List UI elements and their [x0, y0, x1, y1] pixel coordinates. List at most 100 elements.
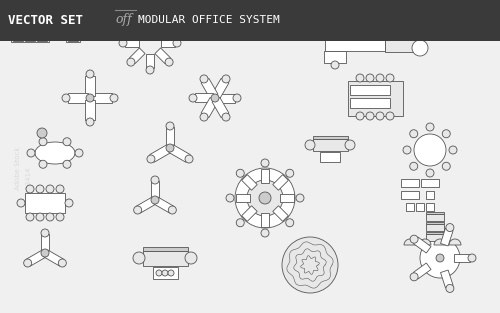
Circle shape: [371, 31, 379, 39]
Bar: [236, 194, 250, 202]
Bar: [44, 250, 64, 266]
Circle shape: [366, 112, 374, 120]
Bar: [66, 28, 80, 42]
Circle shape: [75, 149, 83, 157]
Circle shape: [403, 146, 411, 154]
Bar: [66, 28, 80, 30]
Bar: [325, 39, 385, 51]
Circle shape: [151, 196, 159, 204]
Circle shape: [386, 74, 394, 82]
Bar: [312, 136, 348, 138]
Bar: [11, 28, 49, 42]
Circle shape: [24, 259, 32, 267]
Circle shape: [233, 94, 241, 102]
Circle shape: [134, 206, 141, 214]
Bar: [154, 197, 174, 213]
Circle shape: [151, 176, 159, 184]
Bar: [26, 250, 46, 266]
Circle shape: [282, 237, 338, 293]
Circle shape: [39, 160, 47, 168]
Bar: [212, 97, 229, 118]
Bar: [261, 169, 269, 183]
Circle shape: [414, 134, 446, 166]
Bar: [426, 233, 444, 240]
Circle shape: [442, 130, 450, 138]
Bar: [312, 139, 348, 151]
Bar: [152, 267, 178, 279]
Circle shape: [345, 140, 355, 150]
Circle shape: [26, 185, 34, 193]
Circle shape: [446, 223, 454, 232]
Circle shape: [56, 213, 64, 221]
Circle shape: [442, 162, 450, 170]
Bar: [426, 232, 444, 234]
Circle shape: [286, 219, 294, 227]
Bar: [212, 79, 229, 99]
Bar: [273, 206, 288, 221]
Circle shape: [426, 169, 434, 177]
Circle shape: [296, 194, 304, 202]
Circle shape: [165, 20, 173, 28]
Circle shape: [410, 162, 418, 170]
Circle shape: [261, 159, 269, 167]
Circle shape: [420, 238, 460, 278]
Circle shape: [17, 199, 25, 207]
Circle shape: [147, 155, 155, 163]
Bar: [146, 54, 154, 68]
Bar: [13, 31, 23, 41]
Wedge shape: [419, 239, 431, 245]
Bar: [426, 191, 434, 199]
Bar: [92, 93, 112, 103]
Wedge shape: [449, 239, 461, 245]
Circle shape: [62, 94, 70, 102]
Text: off: off: [115, 13, 132, 26]
Bar: [280, 194, 294, 202]
Circle shape: [446, 285, 454, 292]
Bar: [68, 93, 88, 103]
Circle shape: [127, 58, 135, 66]
Wedge shape: [404, 239, 416, 245]
Circle shape: [63, 138, 71, 146]
Bar: [385, 30, 415, 34]
Text: MODULAR OFFICE SYSTEM: MODULAR OFFICE SYSTEM: [138, 15, 280, 25]
Circle shape: [41, 249, 49, 257]
Bar: [136, 197, 156, 213]
Circle shape: [110, 94, 118, 102]
Circle shape: [410, 130, 418, 138]
Circle shape: [27, 149, 35, 157]
Bar: [169, 145, 190, 162]
Circle shape: [305, 140, 315, 150]
Circle shape: [410, 235, 418, 243]
Circle shape: [331, 61, 339, 69]
Circle shape: [86, 94, 94, 102]
Bar: [324, 51, 346, 63]
Circle shape: [261, 229, 269, 237]
Bar: [350, 98, 390, 108]
Circle shape: [65, 199, 73, 207]
Bar: [201, 79, 218, 99]
Bar: [440, 270, 453, 288]
Bar: [414, 237, 431, 253]
Circle shape: [133, 252, 145, 264]
Circle shape: [127, 20, 135, 28]
Circle shape: [222, 75, 230, 83]
Ellipse shape: [35, 142, 75, 164]
Circle shape: [46, 185, 54, 193]
Bar: [85, 100, 95, 120]
Circle shape: [86, 70, 94, 78]
Circle shape: [26, 213, 34, 221]
Bar: [130, 23, 145, 38]
Text: VECTOR SET: VECTOR SET: [8, 14, 83, 27]
Circle shape: [356, 112, 364, 120]
Circle shape: [366, 74, 374, 82]
Circle shape: [63, 160, 71, 168]
Bar: [426, 212, 444, 214]
Circle shape: [200, 75, 208, 83]
Circle shape: [162, 270, 168, 276]
Bar: [155, 48, 170, 64]
Circle shape: [468, 254, 476, 262]
Bar: [350, 85, 390, 95]
Bar: [401, 191, 419, 199]
Bar: [195, 94, 213, 102]
Circle shape: [173, 39, 181, 47]
